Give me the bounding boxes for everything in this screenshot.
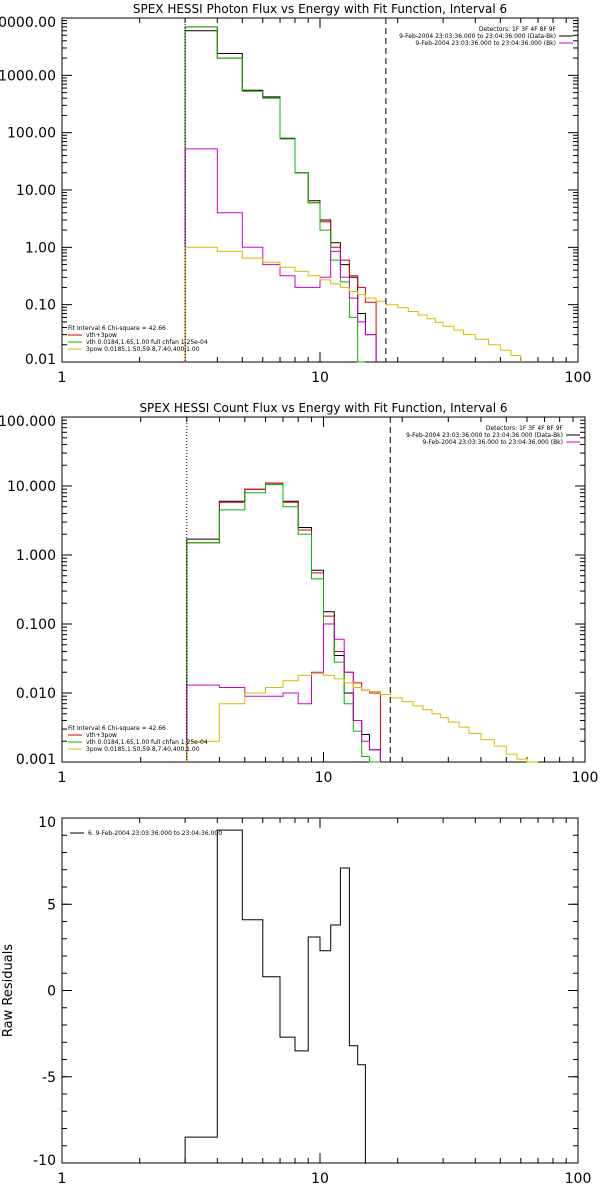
legend-text: vth 0.0184,1.65,1.00 full chfan 1.25e-04 bbox=[86, 739, 208, 746]
series-1-line bbox=[184, 30, 377, 362]
series-1-line bbox=[184, 829, 377, 1164]
legend-text: 6. 9-Feb-2004 23:03:36.000 to 23:04:36.0… bbox=[88, 830, 222, 837]
legend-text: vth+3pow bbox=[86, 332, 117, 339]
legend-text: vth 0.0184,1.65,1.00 full chfan 1.25e-04 bbox=[86, 339, 208, 346]
x-tick-label: 10 bbox=[311, 370, 329, 386]
series-1-line bbox=[186, 482, 381, 762]
y-axis-label: Raw Residuals bbox=[1, 944, 16, 1037]
x-tick-label: 1 bbox=[58, 1171, 67, 1187]
series-2-line bbox=[186, 482, 381, 762]
chart-2: SPEX HESSI Count Flux vs Energy with Fit… bbox=[0, 401, 598, 786]
y-tick-label: 5 bbox=[47, 897, 56, 913]
plot-frame bbox=[61, 17, 579, 363]
series-3-line bbox=[184, 26, 366, 363]
chart-title: SPEX HESSI Count Flux vs Energy with Fit… bbox=[139, 401, 507, 415]
y-tick-label: -5 bbox=[42, 1070, 56, 1086]
y-tick-label: 0 bbox=[47, 984, 56, 1000]
x-tick-label: 100 bbox=[565, 370, 592, 386]
plot-frame bbox=[61, 817, 579, 1164]
legend-text: 9-Feb-2004 23:03:36.000 to 23:04:36.000 … bbox=[406, 432, 563, 439]
legend-text: 3pow 0.0185,1.50,59.8,7.40,400,1.00 bbox=[86, 746, 200, 753]
y-tick-label: 1000.00 bbox=[0, 68, 56, 84]
chart-title: SPEX HESSI Photon Flux vs Energy with Fi… bbox=[133, 2, 507, 16]
y-tick-label: 0.10 bbox=[25, 298, 56, 314]
y-tick-label: 100.00 bbox=[7, 126, 56, 142]
legend-text: 9-Feb-2004 23:03:36.000 to 23:04:36.000 … bbox=[422, 439, 563, 446]
chart-3: Raw Residuals 1 10 100 -10 -5 0 5 10 6. 9-Feb-200… bbox=[1, 815, 591, 1187]
y-tick-label: 0.001 bbox=[16, 752, 56, 768]
x-tick-label: 10 bbox=[315, 770, 333, 786]
series-3-line bbox=[186, 484, 381, 763]
y-tick-label: 1.00 bbox=[25, 240, 56, 256]
series-5-line bbox=[186, 673, 538, 763]
x-tick-label: 1 bbox=[58, 370, 67, 386]
x-tick-label: 100 bbox=[565, 1171, 592, 1187]
legend-text: Detectors: 1F 3F 4F 8F 9F bbox=[479, 26, 557, 33]
legend-text: 3pow 0.0185,1.50,59.8,7.40,400,1.00 bbox=[86, 346, 200, 353]
series-4-line bbox=[184, 148, 377, 362]
y-tick-label: 10 bbox=[38, 815, 56, 831]
legend-text: Fit Interval 6 Chi-square = 42.66 bbox=[68, 725, 166, 732]
series-2-line bbox=[184, 26, 377, 362]
y-tick-label: 100.000 bbox=[0, 414, 56, 430]
y-tick-label: 10000.00 bbox=[0, 15, 56, 31]
x-tick-label: 1 bbox=[58, 770, 67, 786]
x-tick-label: 100 bbox=[572, 770, 599, 786]
chart-1: SPEX HESSI Photon Flux vs Energy with Fi… bbox=[0, 2, 591, 386]
y-tick-label: -10 bbox=[33, 1153, 56, 1169]
y-tick-label: 0.100 bbox=[16, 617, 56, 633]
legend-text: vth+3pow bbox=[86, 732, 117, 739]
legend-text: Detectors: 1F 3F 4F 8F 9F bbox=[486, 425, 564, 432]
series-5-line bbox=[184, 246, 522, 362]
legend-text: 9-Feb-2004 23:03:36.000 to 23:04:36.000 … bbox=[415, 40, 556, 47]
y-tick-label: 10.000 bbox=[7, 479, 56, 495]
series-4-line bbox=[186, 623, 381, 762]
x-tick-label: 10 bbox=[311, 1171, 329, 1187]
y-tick-label: 0.01 bbox=[25, 352, 56, 368]
legend-text: Fit Interval 6 Chi-square = 42.66 bbox=[68, 325, 166, 332]
y-tick-label: 0.010 bbox=[16, 686, 56, 702]
legend-text: 9-Feb-2004 23:03:36.000 to 23:04:36.000 … bbox=[399, 33, 556, 40]
y-tick-label: 1.000 bbox=[16, 548, 56, 564]
y-tick-label: 10.00 bbox=[16, 183, 56, 199]
